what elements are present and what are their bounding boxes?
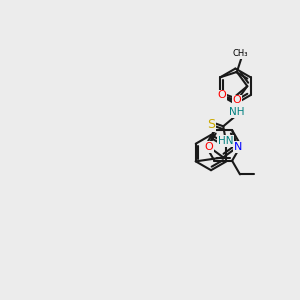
Text: O: O	[218, 91, 226, 100]
Text: HN: HN	[218, 136, 233, 146]
Text: O: O	[232, 95, 241, 106]
Text: CH₃: CH₃	[232, 50, 248, 58]
Text: O: O	[205, 142, 213, 152]
Text: N: N	[233, 142, 242, 152]
Text: S: S	[207, 118, 215, 131]
Text: NH: NH	[229, 107, 244, 117]
